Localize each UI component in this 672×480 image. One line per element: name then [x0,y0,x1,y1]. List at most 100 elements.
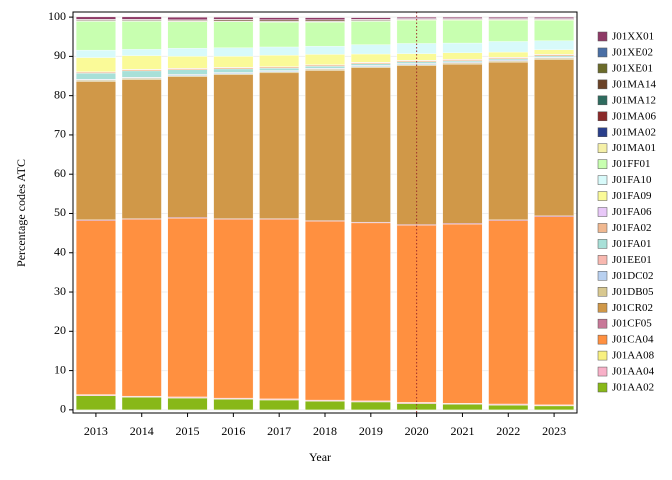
bar-segment [442,20,483,44]
y-tick-label: 100 [48,9,66,23]
bar-segment [121,70,162,78]
bar-segment [534,54,574,57]
bar-segment [167,75,208,77]
y-axis-label: Percentage codes ATC [14,159,28,267]
legend-label: J01AA04 [612,366,655,378]
bar-segment [350,67,391,223]
x-tick-label: 2021 [450,424,474,438]
x-tick-label: 2020 [405,424,429,438]
bar-segment [305,19,345,22]
y-tick-label: 30 [54,284,66,298]
legend-label: J01CR02 [612,302,653,314]
bar-segment [213,67,254,70]
bar-segment [442,404,483,411]
bar-segment [167,21,208,49]
legend-label: J01FA02 [612,222,652,234]
bar-segment [167,69,208,75]
bar-segment [121,397,162,411]
bar-segment [259,68,300,71]
bar-segment [259,66,300,69]
plot-frame [72,11,578,414]
bar-segment [76,21,116,51]
bar-segment [305,66,345,69]
legend-label: J01MA14 [612,78,657,90]
legend-swatch [597,159,608,169]
bar-segment [488,51,529,58]
bar-segment [259,22,300,48]
bar-segment [213,219,254,399]
bar-segment [121,79,162,219]
legend-label: J01AA02 [612,382,654,394]
bar-segment [259,399,300,411]
bar-segment [442,223,483,404]
legend-swatch [597,191,608,201]
legend-swatch [597,334,608,345]
legend-swatch [597,223,608,233]
bar-segment [534,405,574,411]
legend-label: J01FA09 [612,190,652,202]
bar-segment [534,20,574,41]
bar-segment [305,69,345,71]
legend-label: J01MA12 [612,94,656,106]
bar-segment [488,62,529,220]
bar-segment [442,17,483,19]
x-tick-label: 2018 [313,424,337,438]
bar-segment [305,221,345,401]
bar-segment [167,397,208,411]
x-tick-label: 2015 [176,424,200,438]
bar-segment [121,49,162,56]
y-tick-label: 40 [54,245,66,259]
bar-segment [259,72,300,219]
bar-segment [534,17,574,19]
bar-segment [76,81,116,220]
bar-segment [350,401,391,411]
bar-segment [213,68,254,73]
x-tick-label: 2017 [267,424,291,438]
bar-segment [76,71,116,74]
bar-segment [213,74,254,219]
bar-segment [534,58,574,60]
legend-swatch [597,239,608,249]
legend-swatch [597,143,608,153]
legend-label: J01MA06 [612,110,657,122]
bar-segment [350,66,391,68]
legend-label: J01XE01 [612,62,653,74]
bar-segment [350,17,391,20]
bar-segment [305,70,345,221]
y-tick-label: 60 [54,166,66,180]
x-tick-label: 2016 [221,424,245,438]
bar-segment [350,222,391,401]
bar-segment [121,55,162,70]
legend-swatch [597,271,608,281]
bar-segment [350,62,391,64]
y-tick-label: 10 [54,362,66,376]
bar-segment [76,395,116,411]
legend-swatch [597,111,608,122]
bar-segment [259,219,300,400]
legend-swatch [597,175,608,185]
legend-swatch [597,382,608,393]
y-tick-label: 20 [54,323,66,337]
bar-segment [534,40,574,50]
bar-segment [76,80,116,82]
bar-segment [442,42,483,53]
bar-segment [305,64,345,67]
bar-segment [76,57,116,72]
bar-segment [534,216,574,405]
bar-segment [121,219,162,397]
legend-label: J01MA01 [612,142,656,154]
legend-label: J01EE01 [612,254,652,266]
bar-segment [213,56,254,68]
bar-segment [259,17,300,20]
x-tick-label: 2013 [84,424,108,438]
y-tick-label: 90 [54,48,66,62]
bar-segment [167,56,208,69]
legend-label: J01XX01 [612,31,654,43]
y-tick-label: 80 [54,87,66,101]
legend-label: J01CF05 [612,318,652,330]
bar-segment [213,19,254,21]
legend-label: J01FF01 [612,158,651,170]
bar-segment [121,69,162,72]
bar-segment [76,73,116,80]
